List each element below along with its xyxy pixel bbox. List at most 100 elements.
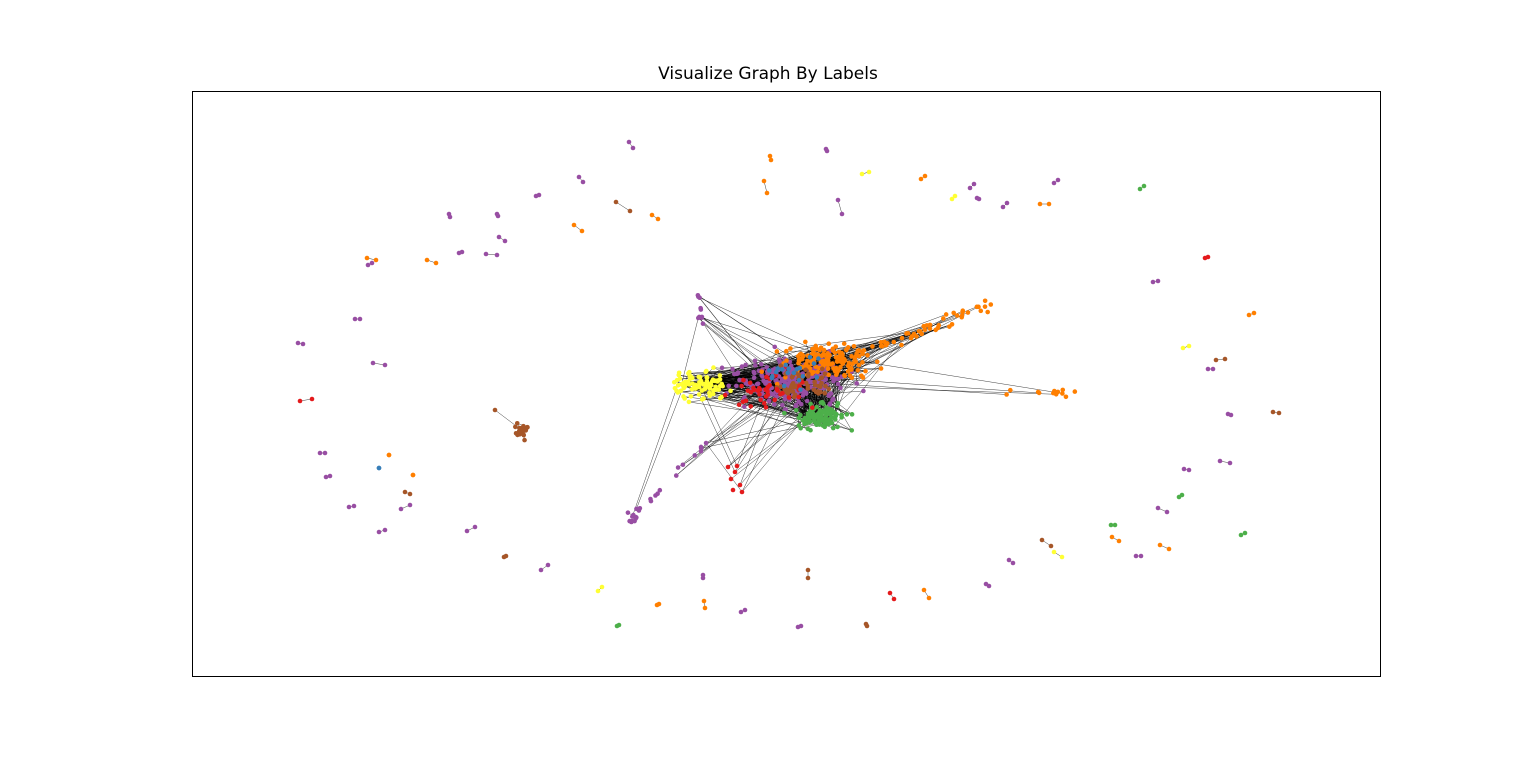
graph-node-purple: [633, 514, 639, 520]
graph-node-yellow: [859, 171, 865, 177]
graph-node-yellow: [678, 388, 684, 394]
graph-node-orange: [364, 255, 370, 261]
graph-node-orange: [818, 359, 824, 365]
graph-node-purple: [382, 527, 388, 533]
graph-node-orange: [798, 351, 804, 357]
graph-node-orange: [985, 309, 990, 315]
graph-node-brown: [1276, 410, 1282, 416]
graph-node-red: [725, 464, 731, 470]
graph-node-purple: [770, 367, 776, 373]
graph-node-orange: [874, 359, 880, 365]
graph-edge: [739, 414, 801, 486]
graph-node-green: [831, 410, 837, 416]
graph-node-brown: [627, 208, 633, 214]
graph-node-orange: [936, 323, 942, 328]
graph-edge: [701, 420, 831, 449]
graph-node-orange: [832, 368, 838, 374]
graph-node-yellow: [866, 169, 872, 175]
graph-node-orange: [825, 366, 831, 372]
graph-edge: [632, 378, 681, 517]
graph-node-purple: [327, 473, 333, 479]
graph-node-green: [832, 417, 838, 422]
graph-node-orange: [924, 323, 930, 328]
graph-node-blue: [814, 375, 820, 380]
graph-node-red: [763, 405, 769, 410]
graph-node-purple: [1004, 200, 1010, 206]
graph-node-purple: [629, 519, 634, 525]
graph-node-purple: [738, 609, 744, 615]
graph-node-purple: [790, 367, 796, 372]
graph-node-yellow: [1059, 554, 1065, 560]
graph-node-red: [736, 402, 742, 408]
graph-node-purple: [764, 364, 769, 370]
graph-node-red: [887, 590, 893, 596]
graph-node-yellow: [693, 386, 699, 391]
graph-node-purple: [774, 394, 780, 399]
graph-edge: [698, 394, 736, 473]
graph-node-orange: [433, 260, 439, 266]
graph-edge: [794, 380, 1007, 395]
node-layer: [295, 139, 1282, 630]
graph-node-purple: [760, 374, 765, 379]
graph-node-orange: [918, 176, 924, 182]
graph-node-purple: [793, 403, 798, 409]
graph-node-purple: [472, 524, 478, 530]
graph-node-red: [732, 469, 738, 475]
graph-node-yellow: [704, 380, 709, 386]
graph-node-red: [730, 487, 736, 493]
graph-node-orange: [1055, 389, 1061, 395]
graph-node-purple: [323, 474, 329, 480]
graph-node-yellow: [595, 588, 601, 594]
graph-node-orange: [1246, 312, 1252, 318]
graph-node-brown: [823, 383, 828, 389]
graph-node-purple: [804, 398, 810, 404]
graph-node-orange: [976, 304, 981, 310]
graph-node-purple: [1133, 553, 1139, 559]
graph-node-green: [834, 403, 840, 409]
graph-node-brown: [812, 382, 818, 388]
graph-node-red: [734, 463, 740, 469]
graph-node-purple: [625, 510, 631, 515]
graph-node-green: [830, 425, 836, 431]
graph-node-green: [1137, 186, 1143, 192]
graph-node-brown: [503, 553, 509, 559]
graph-node-purple: [772, 344, 778, 350]
graph-node-purple: [317, 450, 323, 456]
graph-node-purple: [295, 340, 301, 346]
graph-node-red: [297, 398, 303, 404]
graph-node-purple: [823, 377, 829, 382]
graph-node-purple: [703, 440, 709, 446]
graph-node-blue: [766, 368, 772, 373]
graph-node-green: [1108, 522, 1114, 528]
graph-node-orange: [424, 257, 430, 263]
graph-node-orange: [1046, 201, 1052, 207]
graph-node-purple: [370, 360, 376, 366]
graph-node-yellow: [696, 374, 702, 380]
graph-node-orange: [818, 345, 824, 350]
graph-node-purple: [680, 462, 686, 468]
graph-edge: [615, 201, 631, 212]
graph-node-blue: [783, 362, 789, 368]
graph-node-purple: [636, 508, 642, 513]
graph-edge: [718, 389, 763, 395]
graph-node-red: [778, 391, 783, 397]
graph-node-blue: [779, 367, 785, 372]
graph-node-brown: [805, 567, 811, 573]
graph-node-orange: [861, 348, 867, 353]
graph-node-green: [793, 407, 799, 413]
graph-node-brown: [613, 199, 619, 205]
graph-node-orange: [803, 362, 809, 368]
graph-node-orange: [1116, 538, 1122, 544]
graph-node-brown: [522, 437, 527, 443]
graph-node-orange: [783, 375, 788, 380]
graph-node-orange: [922, 327, 928, 333]
graph-node-orange: [839, 350, 845, 356]
graph-node-orange: [943, 312, 949, 317]
graph-node-purple: [739, 364, 745, 369]
graph-node-green: [829, 420, 835, 426]
graph-node-purple: [483, 251, 489, 257]
graph-node-red: [891, 596, 897, 602]
graph-node-brown: [521, 432, 527, 438]
